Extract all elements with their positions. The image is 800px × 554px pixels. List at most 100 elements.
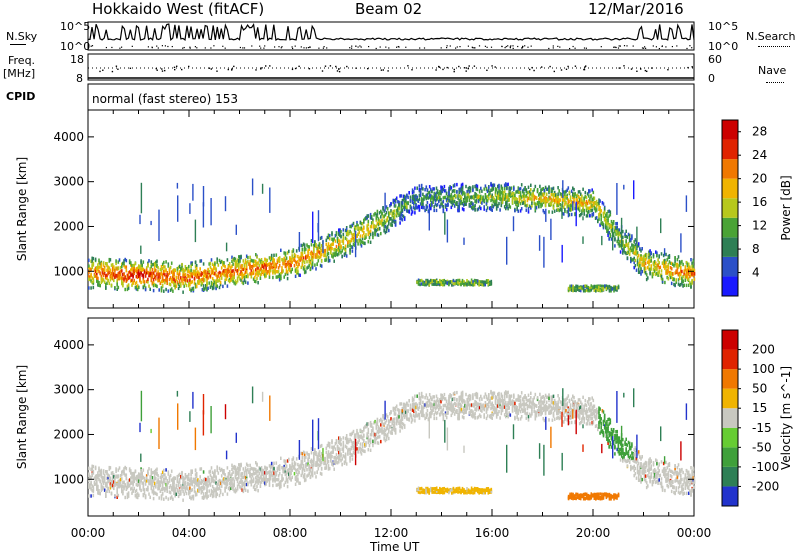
- power-cell: [372, 218, 374, 222]
- power-cell: [202, 274, 205, 278]
- velocity-cell: [222, 479, 224, 483]
- power-cell: [135, 267, 138, 271]
- velocity-cell: [181, 474, 183, 478]
- power-cell: [497, 184, 499, 189]
- velocity-cell: [113, 486, 115, 491]
- velocity-cell: [193, 477, 196, 482]
- velocity-cell: [145, 479, 148, 483]
- power-cell: [127, 271, 130, 275]
- velocity-cell: [156, 480, 158, 484]
- power-cell: [616, 286, 618, 290]
- power-cell: [143, 270, 146, 274]
- power-cell: [674, 259, 676, 264]
- nave-point: [411, 69, 413, 71]
- power-cell: [440, 281, 443, 285]
- power-cell: [377, 227, 380, 231]
- velocity-cell: [166, 479, 168, 483]
- power-cell: [347, 244, 349, 248]
- power-cell: [163, 265, 165, 269]
- power-cell: [215, 286, 217, 291]
- power-cell: [366, 227, 368, 232]
- power-cell: [473, 283, 476, 287]
- power-cell: [405, 205, 407, 210]
- power-cell: [406, 201, 408, 205]
- noise-search-point: [478, 45, 481, 47]
- velocity-cell: [108, 489, 111, 494]
- power-cell: [126, 276, 129, 280]
- nave-point: [438, 66, 441, 68]
- nave-point: [216, 70, 218, 72]
- power-cell: [616, 221, 618, 226]
- power-cell: [501, 194, 504, 198]
- velocity-cell: [205, 477, 207, 482]
- power-cell: [472, 204, 474, 208]
- nave-point: [208, 67, 211, 69]
- power-cell: [257, 266, 259, 270]
- power-cell: [583, 208, 585, 213]
- power-cell: [110, 275, 113, 280]
- power-cell: [121, 280, 123, 284]
- noise-search-point: [157, 47, 159, 49]
- power-cell: [275, 265, 278, 269]
- power-cell: [478, 194, 481, 199]
- power-cell: [548, 190, 550, 195]
- power-cell: [295, 262, 298, 267]
- velocity-cell: [228, 485, 231, 490]
- power-cell: [276, 260, 279, 265]
- nave-point: [549, 65, 551, 68]
- power-cell: [410, 206, 413, 211]
- power-cell: [319, 252, 322, 256]
- power-cell: [342, 228, 345, 232]
- power-cell: [311, 255, 314, 260]
- power-cell: [492, 195, 495, 200]
- power-cell: [476, 195, 479, 200]
- power-cell: [633, 251, 635, 255]
- power-cell: [394, 198, 397, 202]
- power-cell: [567, 202, 570, 206]
- power-cell: [224, 274, 226, 278]
- velocity-cell: [214, 488, 216, 492]
- power-cell: [443, 184, 446, 189]
- power-cell: [234, 282, 237, 286]
- power-cell: [453, 199, 456, 204]
- power-cell: [647, 260, 649, 264]
- power-cell: [604, 284, 606, 288]
- power-cell: [334, 251, 337, 255]
- power-cell: [451, 203, 454, 207]
- power-cell: [506, 200, 508, 204]
- power-cell: [501, 189, 504, 193]
- power-cell: [226, 268, 229, 272]
- power-cell: [617, 286, 620, 289]
- power-cell: [325, 258, 328, 262]
- power-cell: [625, 251, 627, 256]
- power-cell: [159, 267, 162, 272]
- power-cell: [284, 264, 287, 269]
- velocity-cell: [176, 489, 179, 493]
- velocity-cell: [197, 481, 199, 485]
- power-cell: [442, 196, 445, 200]
- power-cell: [260, 269, 263, 274]
- power-cell: [378, 227, 381, 231]
- power-cell: [160, 265, 163, 269]
- power-cell: [161, 279, 164, 284]
- noise-search-point: [305, 47, 307, 49]
- power-cell: [686, 276, 689, 280]
- power-cell: [252, 271, 255, 275]
- noise-search-point: [490, 46, 493, 48]
- power-cell: [351, 223, 354, 227]
- velocity-cell: [114, 476, 116, 481]
- velocity-cell: [213, 478, 215, 483]
- velocity-cell: [230, 474, 232, 478]
- power-cell: [665, 265, 667, 269]
- power-cell: [614, 285, 617, 289]
- power-cell: [166, 279, 168, 284]
- power-cell: [232, 257, 234, 262]
- power-cell: [320, 244, 323, 248]
- power-cell: [447, 195, 449, 199]
- power-cell: [364, 241, 366, 246]
- power-cell: [612, 231, 615, 236]
- power-cell: [523, 187, 525, 192]
- power-cell: [501, 196, 504, 200]
- noise-search-label: N.Search: [746, 30, 796, 43]
- power-cell: [382, 206, 384, 210]
